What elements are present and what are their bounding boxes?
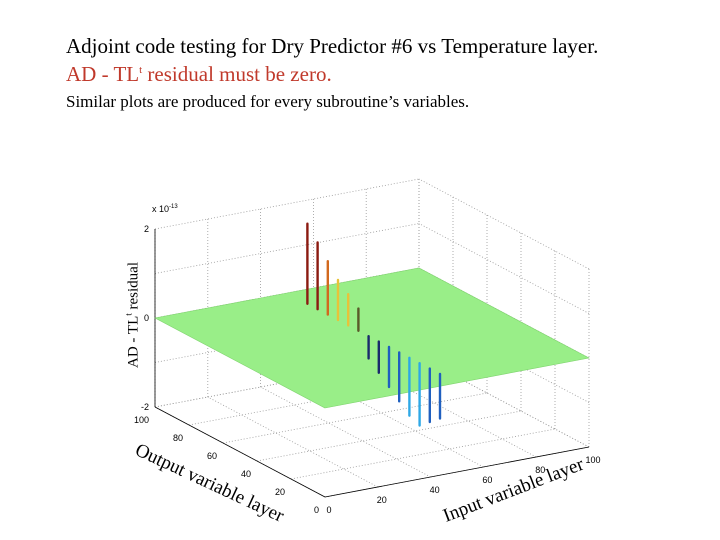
floor-grid-line [313,376,484,468]
axis-line [154,406,326,498]
floor-grid-line [256,410,522,462]
z-tick-label: 0 [144,313,149,323]
wall-grid-line [154,223,420,274]
page-title: Adjoint code testing for Dry Predictor #… [66,34,599,58]
z-axis-label: AD - TLt residual [123,262,142,368]
residual-surface [154,267,590,409]
floor-grid-line [290,428,556,480]
x-tick-label: 100 [134,415,149,425]
floor-grid-line [260,386,431,478]
x-tick-label: 80 [173,433,183,443]
wall-grid-line [418,223,590,314]
y-tick-label: 40 [430,485,440,495]
floor-grid-line [366,366,537,458]
wall-grid-line [154,178,420,230]
page-note: Similar plots are produced for every sub… [66,92,470,111]
y-axis-label: Input variable layer [440,454,587,527]
x-tick-label: 40 [241,469,251,479]
page-subtitle: AD - TLt residual must be zero. [66,62,332,86]
z-multiplier: x 10-13 [152,204,178,214]
y-tick-label: 100 [585,455,600,465]
x-tick-label: 0 [314,505,319,515]
floor-grid-line [207,396,378,488]
y-tick-label: 80 [535,465,545,475]
y-tick-label: 0 [326,505,331,515]
wall-grid-line [418,356,590,448]
y-tick-label: 60 [482,475,492,485]
spike-series [306,222,442,427]
tick-labels: 0 20 40 60 80 100 0 20 40 60 80 100 -2 0 2 [134,224,601,515]
x-tick-label: 60 [207,451,217,461]
y-tick-label: 20 [377,495,387,505]
z-tick-label: 2 [144,224,149,234]
axis-line [324,446,590,498]
x-tick-label: 20 [275,487,285,497]
z-tick-label: -2 [141,402,149,412]
wall-grid-line [418,178,590,270]
